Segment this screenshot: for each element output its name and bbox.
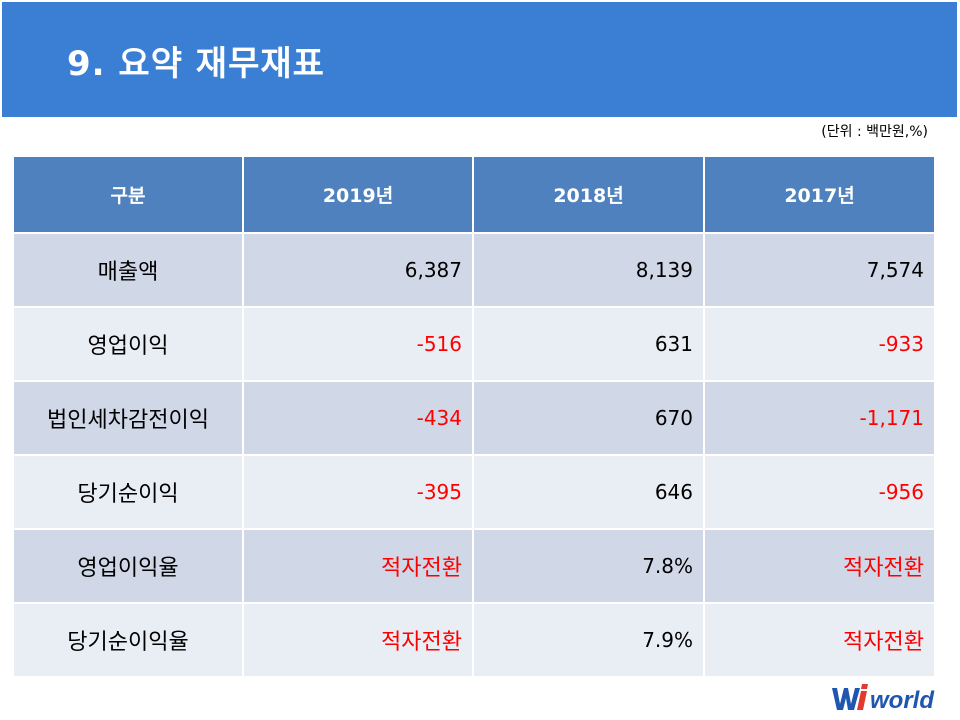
table-row: 법인세차감전이익 -434 670 -1,171: [12, 380, 936, 456]
row-label: 영업이익: [12, 306, 244, 382]
row-label: 당기순이익: [12, 454, 244, 530]
cell-2018: 8,139: [472, 232, 705, 308]
header-category: 구분: [12, 155, 244, 234]
cell-2019: -395: [242, 454, 474, 530]
cell-2018: 7.9%: [472, 602, 705, 678]
cell-2019: -434: [242, 380, 474, 456]
cell-2017: 7,574: [703, 232, 936, 308]
cell-2018: 7.8%: [472, 528, 705, 604]
header-2018: 2018년: [472, 155, 705, 234]
cell-2019: 적자전환: [242, 602, 474, 678]
cell-2019: -516: [242, 306, 474, 382]
cell-2017: -956: [703, 454, 936, 530]
financial-summary-table: 구분 2019년 2018년 2017년 매출액 6,387 8,139 7,5…: [12, 155, 936, 678]
cell-2018: 631: [472, 306, 705, 382]
table-row: 당기순이익율 적자전환 7.9% 적자전환: [12, 602, 936, 678]
logo-mark: [832, 684, 868, 710]
header-2017: 2017년: [703, 155, 936, 234]
cell-2017: -933: [703, 306, 936, 382]
logo-wordmark: world: [870, 687, 935, 714]
table-header-row: 구분 2019년 2018년 2017년: [12, 155, 936, 234]
cell-2019: 적자전환: [242, 528, 474, 604]
cell-2017: -1,171: [703, 380, 936, 456]
title-bar: 9. 요약 재무재표: [2, 2, 957, 117]
table-row: 영업이익율 적자전환 7.8% 적자전환: [12, 528, 936, 604]
row-label: 당기순이익율: [12, 602, 244, 678]
unit-note: (단위 : 백만원,%): [821, 124, 928, 140]
table-row: 영업이익 -516 631 -933: [12, 306, 936, 382]
cell-2017: 적자전환: [703, 602, 936, 678]
header-2019: 2019년: [242, 155, 474, 234]
cell-2018: 646: [472, 454, 705, 530]
row-label: 매출액: [12, 232, 244, 308]
row-label: 영업이익율: [12, 528, 244, 604]
row-label: 법인세차감전이익: [12, 380, 244, 456]
cell-2017: 적자전환: [703, 528, 936, 604]
wiworld-logo: world: [832, 684, 935, 714]
cell-2018: 670: [472, 380, 705, 456]
table-row: 매출액 6,387 8,139 7,574: [12, 232, 936, 308]
page-title: 9. 요약 재무재표: [67, 44, 325, 84]
table-row: 당기순이익 -395 646 -956: [12, 454, 936, 530]
cell-2019: 6,387: [242, 232, 474, 308]
